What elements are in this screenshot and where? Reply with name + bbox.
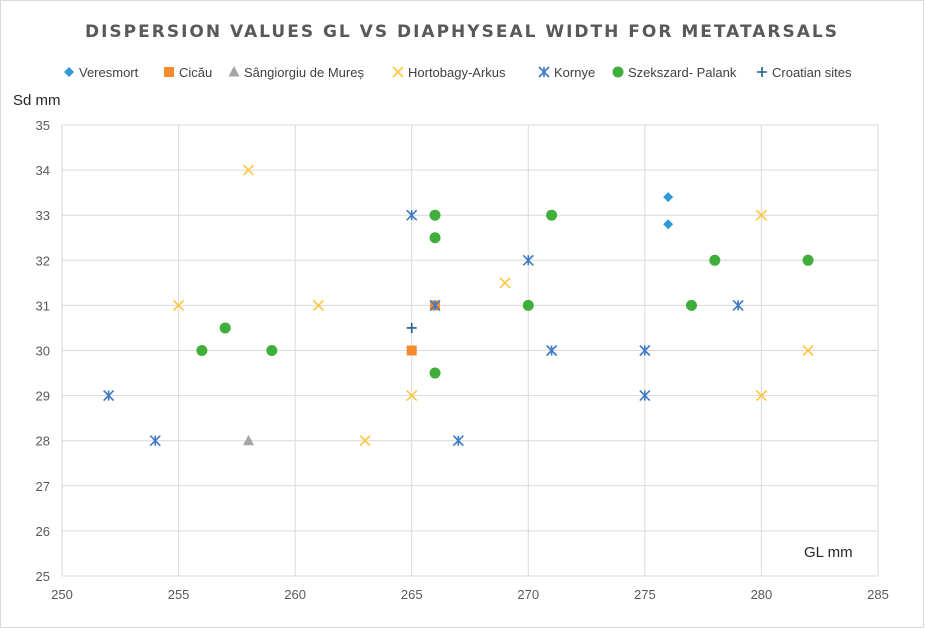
data-point (546, 209, 558, 221)
series-croatian-sites (406, 322, 417, 333)
series-kornye (103, 209, 744, 447)
data-point (149, 435, 161, 447)
x-axis: 250 255 260 265 270 275 280 285 (51, 587, 889, 602)
data-point (755, 209, 767, 221)
gridlines (61, 124, 879, 577)
data-point (429, 367, 441, 379)
series-veresmort (663, 192, 674, 230)
legend-marker (757, 67, 767, 77)
series-szekszard-palank (196, 209, 814, 379)
legend-label: Sângiorgiu de Mureș (244, 65, 364, 80)
y-tick-label: 30 (36, 344, 50, 359)
data-point (406, 390, 418, 402)
legend-label: Hortobagy-Arkus (408, 65, 506, 80)
legend-label: Croatian sites (772, 65, 852, 80)
x-tick-label: 250 (51, 587, 73, 602)
data-point (429, 299, 441, 311)
data-point (499, 277, 511, 289)
y-tick-label: 25 (36, 569, 50, 584)
data-point (359, 435, 371, 447)
legend-marker (538, 66, 550, 78)
legend: Veresmort Cicău Sângiorgiu de Mureș Hortoba… (64, 65, 852, 80)
y-tick-label: 27 (36, 479, 50, 494)
data-point (522, 254, 534, 266)
x-tick-label: 280 (751, 587, 773, 602)
y-axis-label: Sd mm (13, 92, 61, 109)
series-hortobagy-arkus (173, 164, 814, 447)
data-point (802, 254, 814, 266)
legend-item: Cicău (164, 65, 212, 80)
y-tick-label: 28 (36, 434, 50, 449)
data-point (546, 344, 558, 357)
data-point (406, 322, 417, 333)
legend-label: Kornye (554, 65, 595, 80)
data-point (243, 434, 255, 446)
data-point (173, 299, 185, 311)
legend-marker (164, 67, 174, 77)
x-tick-label: 260 (284, 587, 306, 602)
data-point (406, 209, 418, 221)
y-tick-label: 29 (36, 389, 50, 404)
y-axis: 25 26 27 28 29 30 31 32 33 34 35 (36, 118, 50, 584)
data-point (103, 390, 115, 402)
legend-label: Veresmort (79, 65, 139, 80)
y-tick-label: 26 (36, 524, 50, 539)
data-point (406, 345, 417, 356)
x-tick-label: 270 (517, 587, 539, 602)
x-tick-label: 285 (867, 587, 889, 602)
y-tick-label: 31 (36, 298, 50, 313)
data-point (709, 254, 721, 266)
legend-marker (228, 66, 240, 77)
data-point (663, 219, 674, 230)
data-point (242, 164, 255, 176)
legend-marker (392, 66, 404, 78)
x-tick-label: 255 (168, 587, 190, 602)
legend-item: Kornye (538, 65, 595, 80)
series-s-ngiorgiu-de-mure- (243, 434, 255, 446)
x-tick-label: 265 (401, 587, 423, 602)
data-point (312, 299, 325, 311)
legend-marker (64, 67, 74, 77)
chart-title: DISPERSION VALUES GL VS DIAPHYSEAL WIDTH… (85, 22, 839, 42)
legend-item: Croatian sites (757, 65, 852, 80)
data-points (103, 164, 814, 447)
data-point (522, 299, 534, 311)
legend-label: Szekszard- Palank (628, 65, 737, 80)
data-point (639, 390, 651, 402)
legend-marker (612, 66, 624, 78)
legend-label: Cicău (179, 65, 212, 80)
y-tick-label: 35 (36, 118, 50, 133)
data-point (452, 435, 464, 447)
data-point (802, 344, 814, 357)
y-tick-label: 33 (36, 208, 50, 223)
data-point (755, 390, 767, 402)
legend-item: Sângiorgiu de Mureș (228, 65, 364, 80)
data-point (663, 192, 674, 203)
data-point (219, 322, 231, 334)
x-tick-label: 275 (634, 587, 656, 602)
legend-item: Szekszard- Palank (612, 65, 737, 80)
legend-item: Veresmort (64, 65, 139, 80)
data-point (196, 345, 208, 356)
data-point (639, 344, 651, 357)
data-point (429, 232, 441, 244)
data-point (732, 299, 744, 311)
x-axis-label: GL mm (804, 544, 853, 561)
data-point (685, 299, 697, 311)
data-point (266, 345, 278, 356)
legend-item: Hortobagy-Arkus (392, 65, 506, 80)
y-tick-label: 34 (36, 163, 50, 178)
data-point (429, 209, 441, 221)
y-tick-label: 32 (36, 253, 50, 268)
